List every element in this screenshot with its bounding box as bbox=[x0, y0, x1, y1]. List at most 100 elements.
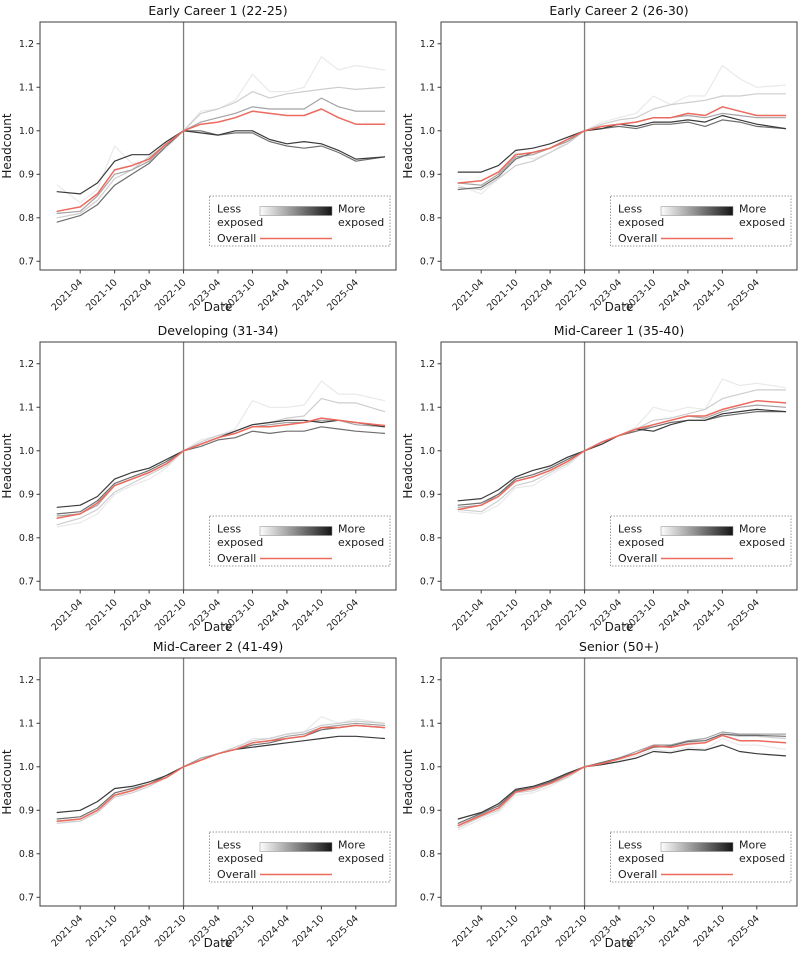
legend-box bbox=[610, 515, 792, 567]
subplot-mid-career-2: Mid-Career 2 (41-49) 0.7 0.8 0.9 1.0 1.1 1.2 2… bbox=[0, 636, 401, 953]
chart-title: Developing (31-34) bbox=[157, 323, 279, 338]
legend-box bbox=[209, 831, 391, 883]
y-axis-label: Headcount bbox=[401, 433, 415, 499]
legend-overall-label: Overall bbox=[217, 868, 256, 881]
y-tick-label: 1.1 bbox=[19, 403, 34, 414]
legend-less-label-line1: Less bbox=[217, 203, 241, 216]
x-tick-label: 2022-04 bbox=[519, 277, 555, 313]
legend-more-label-line2: exposed bbox=[739, 536, 785, 549]
legend-box bbox=[610, 195, 792, 247]
y-tick-label: 0.8 bbox=[420, 213, 435, 224]
legend-more-label-line2: exposed bbox=[338, 536, 384, 549]
x-tick-label: 2021-10 bbox=[485, 913, 521, 949]
x-tick-label: 2024-10 bbox=[692, 277, 728, 313]
legend-more-label-line1: More bbox=[338, 839, 366, 852]
y-tick-label: 0.7 bbox=[19, 257, 34, 268]
series-line-quintile-4 bbox=[56, 426, 386, 515]
x-axis-label: Date bbox=[204, 620, 233, 634]
y-tick-label: 0.7 bbox=[19, 893, 34, 904]
y-tick-label: 1.2 bbox=[19, 39, 34, 50]
x-tick-label: 2021-04 bbox=[450, 277, 486, 313]
x-tick-label: 2025-04 bbox=[726, 913, 762, 949]
y-tick-label: 1.0 bbox=[19, 762, 34, 773]
legend-more-label-line2: exposed bbox=[338, 216, 384, 229]
x-tick-label: 2021-04 bbox=[49, 277, 85, 313]
y-tick-label: 0.9 bbox=[19, 170, 34, 181]
series-line-quintile-2 bbox=[457, 733, 787, 829]
y-tick-label: 0.7 bbox=[420, 257, 435, 268]
series-line-overall bbox=[56, 724, 386, 822]
chart-title: Senior (50+) bbox=[579, 639, 659, 654]
legend-less-label-line2: exposed bbox=[618, 216, 664, 229]
y-axis-label: Headcount bbox=[401, 113, 415, 179]
legend-less-label-line1: Less bbox=[618, 523, 642, 536]
chart-canvas: 0.70.80.91.01.11.22021-042021-102022-042… bbox=[401, 21, 798, 314]
x-tick-label: 2022-10 bbox=[554, 277, 590, 313]
chart-title: Mid-Career 2 (41-49) bbox=[152, 639, 284, 654]
exposure-gradient-bar bbox=[660, 526, 734, 536]
legend-less-label-line1: Less bbox=[217, 523, 241, 536]
y-tick-label: 0.8 bbox=[420, 849, 435, 860]
y-tick-label: 1.2 bbox=[19, 359, 34, 370]
subplot-mid-career-1: Mid-Career 1 (35-40) 0.7 0.8 0.9 1.0 1.1 1.2 2… bbox=[401, 320, 803, 636]
y-tick-label: 0.9 bbox=[420, 806, 435, 817]
legend-more-label-line1: More bbox=[338, 523, 366, 536]
chart-canvas: 0.70.80.91.01.11.22021-042021-102022-042… bbox=[0, 341, 397, 634]
x-tick-label: 2022-04 bbox=[519, 913, 555, 949]
y-tick-label: 1.1 bbox=[19, 719, 34, 730]
legend-overall-label: Overall bbox=[618, 868, 657, 881]
legend-less-label-line1: Less bbox=[217, 839, 241, 852]
x-tick-label: 2022-10 bbox=[153, 597, 189, 633]
subplot-senior: Senior (50+) 0.7 0.8 0.9 1.0 1.1 1.2 2021-04 20… bbox=[401, 636, 803, 953]
x-tick-label: 2024-04 bbox=[657, 913, 693, 949]
x-tick-label: 2024-10 bbox=[291, 913, 327, 949]
series-line-quintile-4 bbox=[457, 733, 787, 824]
subplot-early-career-1: Early Career 1 (22-25) 0.7 0.8 0.9 1.0 1.1 1.… bbox=[0, 0, 401, 320]
x-axis-label: Date bbox=[605, 620, 634, 634]
legend-more-label-line2: exposed bbox=[338, 852, 384, 865]
legend-more-label-line2: exposed bbox=[739, 852, 785, 865]
y-tick-label: 0.8 bbox=[19, 213, 34, 224]
y-tick-label: 0.9 bbox=[420, 490, 435, 501]
series-line-overall bbox=[56, 417, 386, 519]
y-tick-label: 0.9 bbox=[420, 170, 435, 181]
y-tick-label: 1.0 bbox=[19, 446, 34, 457]
x-tick-label: 2022-04 bbox=[118, 913, 154, 949]
x-tick-label: 2024-10 bbox=[291, 277, 327, 313]
chart-canvas: 0.70.80.91.01.11.22021-042021-102022-042… bbox=[401, 341, 798, 634]
legend-more-label-line1: More bbox=[739, 523, 767, 536]
series-line-quintile-3 bbox=[457, 731, 787, 827]
x-tick-label: 2025-04 bbox=[726, 597, 762, 633]
y-tick-label: 1.2 bbox=[420, 39, 435, 50]
series-line-overall bbox=[457, 734, 787, 827]
series-line-quintile-1 bbox=[56, 380, 386, 528]
series-line-quintile-3 bbox=[457, 404, 787, 508]
chart-title: Mid-Career 1 (35-40) bbox=[553, 323, 685, 338]
x-tick-label: 2021-04 bbox=[49, 597, 85, 633]
exposure-gradient-bar bbox=[259, 206, 333, 216]
chart-canvas: 0.70.80.91.01.11.22021-042021-102022-042… bbox=[0, 21, 397, 314]
x-tick-label: 2021-04 bbox=[450, 597, 486, 633]
legend-less-label-line1: Less bbox=[618, 839, 642, 852]
series-line-quintile-2 bbox=[56, 86, 386, 219]
x-tick-label: 2021-10 bbox=[84, 913, 120, 949]
x-tick-label: 2024-04 bbox=[256, 913, 292, 949]
legend-overall-label: Overall bbox=[217, 232, 256, 245]
series-line-quintile-5 bbox=[56, 130, 386, 195]
y-axis-label: Headcount bbox=[0, 113, 14, 179]
series-line-overall bbox=[457, 399, 787, 511]
legend-overall-label: Overall bbox=[217, 552, 256, 565]
y-tick-label: 1.0 bbox=[19, 126, 34, 137]
x-tick-label: 2025-04 bbox=[726, 277, 762, 313]
x-tick-label: 2024-04 bbox=[256, 277, 292, 313]
exposure-gradient-bar bbox=[660, 842, 734, 852]
y-tick-label: 1.1 bbox=[420, 719, 435, 730]
legend-more-label-line2: exposed bbox=[739, 216, 785, 229]
y-tick-label: 0.9 bbox=[19, 490, 34, 501]
